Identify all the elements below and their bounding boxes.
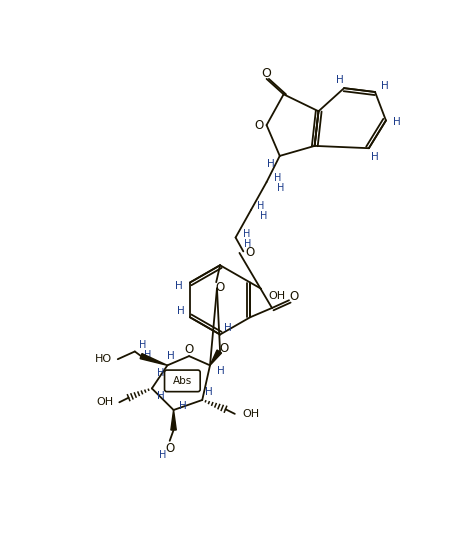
Text: O: O	[261, 67, 271, 80]
Text: H: H	[244, 238, 252, 249]
Text: O: O	[254, 119, 263, 132]
Text: H: H	[381, 81, 388, 91]
Text: H: H	[175, 281, 183, 292]
Text: H: H	[159, 450, 166, 460]
FancyBboxPatch shape	[164, 370, 200, 392]
Text: H: H	[267, 159, 274, 169]
Text: H: H	[260, 211, 267, 221]
Text: H: H	[179, 401, 187, 411]
Text: H: H	[393, 117, 401, 127]
Text: H: H	[157, 391, 165, 401]
Text: H: H	[277, 183, 284, 193]
Text: H: H	[204, 388, 212, 397]
Polygon shape	[210, 350, 221, 365]
Text: H: H	[336, 75, 344, 86]
Text: H: H	[157, 368, 165, 378]
Text: O: O	[185, 343, 194, 356]
Text: H: H	[177, 306, 185, 316]
Text: OH: OH	[243, 409, 260, 419]
Text: H: H	[371, 152, 379, 163]
Text: O: O	[165, 442, 174, 455]
Text: H: H	[257, 201, 264, 211]
Text: OH: OH	[268, 292, 285, 301]
Text: O: O	[289, 290, 298, 303]
Text: O: O	[245, 247, 254, 260]
Text: O: O	[215, 281, 225, 294]
Polygon shape	[140, 353, 167, 365]
Text: H: H	[274, 173, 281, 183]
Text: OH: OH	[96, 397, 113, 407]
Text: H: H	[167, 351, 175, 361]
Text: HO: HO	[95, 354, 112, 364]
Text: Abs: Abs	[173, 376, 192, 386]
Text: H: H	[144, 350, 151, 360]
Text: H: H	[224, 324, 232, 333]
Text: H: H	[243, 229, 250, 238]
Text: H: H	[139, 340, 146, 350]
Text: H: H	[217, 366, 225, 377]
Polygon shape	[171, 410, 176, 430]
Text: O: O	[219, 342, 228, 355]
